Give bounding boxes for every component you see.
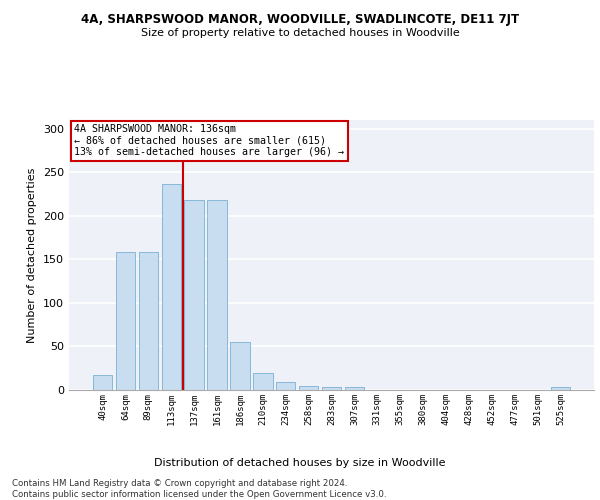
Bar (299, 386, 319, 390)
Bar (184, 200, 204, 390)
Text: Contains HM Land Registry data © Crown copyright and database right 2024.: Contains HM Land Registry data © Crown c… (12, 479, 347, 488)
Text: Contains public sector information licensed under the Open Government Licence v3: Contains public sector information licen… (12, 490, 386, 499)
Text: 4A, SHARPSWOOD MANOR, WOODVILLE, SWADLINCOTE, DE11 7JT: 4A, SHARPSWOOD MANOR, WOODVILLE, SWADLIN… (81, 12, 519, 26)
Bar (139, 252, 158, 390)
Bar (253, 372, 272, 390)
Bar (230, 342, 250, 390)
Text: Size of property relative to detached houses in Woodville: Size of property relative to detached ho… (140, 28, 460, 38)
Y-axis label: Number of detached properties: Number of detached properties (28, 168, 37, 342)
Bar (208, 200, 227, 390)
Text: Distribution of detached houses by size in Woodville: Distribution of detached houses by size … (154, 458, 446, 468)
Bar (551, 388, 570, 390)
Bar (93, 375, 112, 390)
Bar (344, 386, 364, 390)
Bar (116, 252, 135, 390)
Bar (322, 386, 341, 390)
Text: 4A SHARPSWOOD MANOR: 136sqm
← 86% of detached houses are smaller (615)
13% of se: 4A SHARPSWOOD MANOR: 136sqm ← 86% of det… (74, 124, 344, 157)
Bar (276, 382, 295, 390)
Bar (161, 184, 181, 390)
